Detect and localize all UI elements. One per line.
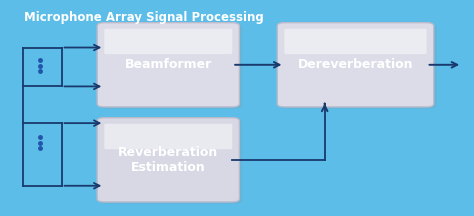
FancyBboxPatch shape: [277, 23, 434, 107]
FancyBboxPatch shape: [280, 24, 437, 109]
FancyBboxPatch shape: [104, 124, 232, 149]
Text: Dereverberation: Dereverberation: [298, 58, 413, 71]
FancyBboxPatch shape: [104, 29, 232, 54]
Text: Beamformer: Beamformer: [125, 58, 212, 71]
FancyBboxPatch shape: [100, 24, 242, 109]
Text: Reverberation
Estimation: Reverberation Estimation: [118, 146, 219, 174]
FancyBboxPatch shape: [284, 29, 427, 54]
Text: Microphone Array Signal Processing: Microphone Array Signal Processing: [24, 11, 264, 24]
FancyBboxPatch shape: [97, 23, 239, 107]
FancyBboxPatch shape: [97, 118, 239, 202]
FancyBboxPatch shape: [100, 119, 242, 204]
